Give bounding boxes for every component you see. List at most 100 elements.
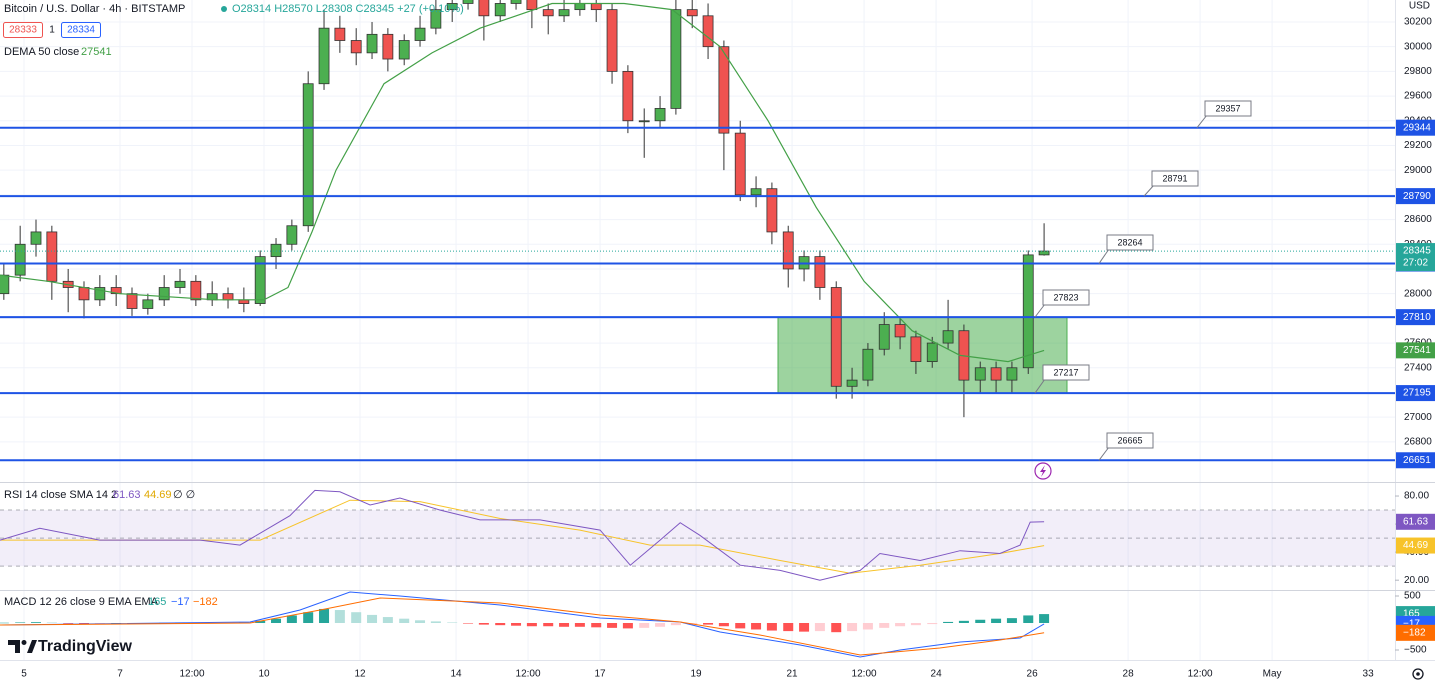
price-tag-label: 165 <box>1403 609 1420 620</box>
macd-histogram-bar <box>639 623 650 628</box>
candle-body <box>366 33 378 54</box>
candle-body <box>30 231 42 245</box>
candle-body <box>862 348 874 381</box>
candle-body <box>622 70 634 122</box>
y-tick-label: 27000 <box>1404 412 1432 423</box>
candle-body <box>142 299 154 309</box>
macd-histogram-bar <box>670 623 681 626</box>
countdown: 27:02 <box>1403 258 1428 269</box>
price-tag-label: −17 <box>1403 619 1420 630</box>
macd-histogram-bar <box>31 622 42 624</box>
x-tick-label: May <box>1263 669 1282 680</box>
y-tick-label: 28600 <box>1404 214 1432 225</box>
candle-body <box>286 225 298 245</box>
overlay-layer: Bitcoin / U.S. Dollar · 4h · BITSTAMP O2… <box>3 1 1430 680</box>
macd-histogram-bar <box>814 623 825 632</box>
price-tag <box>1396 342 1435 359</box>
macd-histogram-bar <box>15 622 26 624</box>
price-tag-label: 27810 <box>1403 312 1431 323</box>
price-tag-label: 26651 <box>1403 455 1431 466</box>
x-tick-label: 12:00 <box>1188 669 1213 680</box>
candle-body <box>974 367 986 381</box>
macd-histogram-bar <box>1006 618 1017 624</box>
dema-line <box>0 2 1045 363</box>
callout-box <box>1106 432 1154 449</box>
candle-body <box>1006 367 1018 381</box>
macd-histogram-bar <box>751 623 762 630</box>
y-tick-label: 30200 <box>1404 17 1432 28</box>
callout-label: 27823 <box>1053 292 1078 302</box>
sell-button[interactable] <box>3 22 43 38</box>
candle-body <box>990 367 1002 381</box>
callout-label: 29357 <box>1215 103 1240 113</box>
price-tag-label: 44.69 <box>1403 540 1428 551</box>
macd-histogram-bar <box>831 623 842 633</box>
callout-leader <box>1034 378 1046 394</box>
macd-histogram-bar <box>63 623 74 624</box>
candle-body <box>238 299 250 304</box>
gear[interactable] <box>1412 668 1424 680</box>
macd-histogram-bar <box>430 621 441 624</box>
rsi-line <box>0 489 1045 581</box>
callout-leader <box>1098 446 1110 461</box>
candle-body <box>734 132 746 196</box>
x-tick-label: 17 <box>594 669 606 680</box>
bid-price[interactable]: 28333 <box>9 25 37 36</box>
candle-body <box>638 120 650 123</box>
candle-body <box>462 0 474 4</box>
macd-histogram-bar <box>735 623 746 629</box>
candle-body <box>158 287 170 301</box>
macd-histogram-bar <box>879 623 890 628</box>
macd-histogram-bar <box>399 618 410 624</box>
y-tick-label: 26800 <box>1404 437 1432 448</box>
price-tag <box>1396 385 1435 402</box>
callout-leader <box>1034 303 1046 318</box>
candle-body <box>894 324 906 338</box>
candle-body <box>334 27 346 41</box>
buy-button[interactable] <box>61 22 101 38</box>
y-tick-label: 28000 <box>1404 288 1432 299</box>
x-tick-label: 21 <box>787 669 799 680</box>
x-tick-label: 12:00 <box>516 669 541 680</box>
macd-histogram-bar <box>766 623 777 631</box>
x-tick-label: 14 <box>450 669 462 680</box>
y-tick-label: 29800 <box>1404 66 1432 77</box>
macd-histogram-bar <box>367 614 378 624</box>
candle-body <box>830 287 842 387</box>
price-tag-label: 61.63 <box>1403 516 1428 527</box>
spread: 1 <box>49 25 55 36</box>
ask-price[interactable]: 28334 <box>67 25 95 36</box>
callout-box <box>1106 234 1154 251</box>
candle-body <box>590 3 602 11</box>
x-tick-label: 24 <box>931 669 943 680</box>
macd-histogram-bar <box>478 623 489 625</box>
alert-icon[interactable] <box>1034 462 1052 480</box>
signal-line <box>0 597 1045 656</box>
candle-body <box>190 280 202 301</box>
price-pane <box>0 0 1395 462</box>
macd-histogram-bar <box>783 623 794 632</box>
settings-icon[interactable] <box>1412 668 1424 680</box>
macd-histogram-bar <box>622 623 633 629</box>
candle-body <box>382 33 394 60</box>
macd-histogram-bar <box>862 623 873 630</box>
candle-body <box>302 83 314 227</box>
market-status <box>221 6 227 12</box>
candle-body <box>318 27 330 85</box>
price-tag-label: 28345 <box>1403 246 1431 257</box>
x-tick-label: 7 <box>117 669 123 680</box>
candle-body <box>670 9 682 109</box>
alert-bolt <box>1040 465 1046 477</box>
candle-body <box>254 256 266 304</box>
signal-readout: −182 <box>193 596 218 608</box>
callout-label: 28264 <box>1117 237 1142 247</box>
candle-body <box>654 108 666 122</box>
candle-body <box>558 9 570 17</box>
candle-body <box>270 243 282 258</box>
macd-histogram-bar <box>447 622 458 624</box>
price-tag <box>1396 243 1435 272</box>
candle-body <box>414 27 426 41</box>
candle-body <box>78 287 90 301</box>
candle-body <box>430 9 442 29</box>
